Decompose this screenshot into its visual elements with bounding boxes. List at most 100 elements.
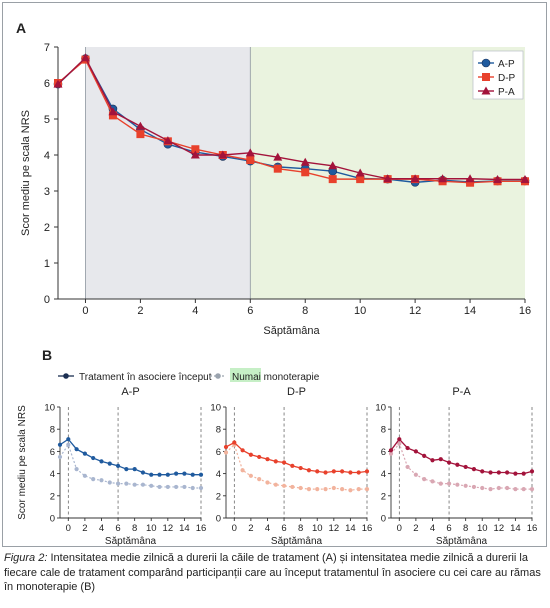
panel-b-chart: B Tratament în asociere început Numai mono… [17, 347, 537, 547]
y-tick-label: 2 [50, 491, 55, 502]
data-point-combination [488, 470, 493, 475]
data-point-p-a [438, 174, 448, 183]
data-point-combination [132, 467, 137, 472]
data-point-p-a [300, 157, 310, 166]
x-tick-label: 8 [463, 523, 468, 534]
data-point-combination [74, 447, 79, 452]
x-tick-label: 10 [477, 523, 488, 534]
data-point-mono [422, 477, 427, 482]
data-point-mono [455, 482, 460, 487]
legend-label-combination: Tratament în asociere început [79, 372, 212, 383]
data-point-mono [323, 487, 328, 492]
y-axis-label: Scor mediu pe scala NRS [20, 110, 32, 236]
x-tick-label: 6 [281, 523, 286, 534]
y-tick-label: 4 [44, 150, 50, 162]
data-point-mono [388, 451, 394, 456]
data-point-mono [157, 484, 162, 490]
legend-marker [481, 86, 491, 95]
data-point-combination [248, 452, 253, 457]
data-point-d-p [273, 164, 282, 173]
data-point-combination [290, 463, 295, 468]
data-point-mono [91, 477, 96, 482]
legend-label-mono-rest: monoterapie [261, 372, 320, 383]
data-point-d-p [301, 168, 310, 177]
x-tick-label: 0 [397, 523, 402, 534]
y-tick-label: 6 [381, 447, 386, 458]
subpanel-title: A-P [121, 386, 139, 398]
data-point-combination [124, 467, 129, 472]
data-point-combination [438, 457, 443, 462]
data-point-combination [364, 469, 370, 474]
legend-label: A-P [498, 59, 515, 70]
data-point-mono [281, 483, 287, 488]
legend-marker [482, 73, 490, 81]
data-point-mono [66, 442, 71, 447]
data-point-combination [182, 471, 187, 476]
data-point-combination [265, 457, 270, 462]
x-tick-label: 8 [302, 305, 308, 317]
data-point-mono [132, 482, 137, 487]
x-tick-label: 4 [192, 305, 198, 317]
data-point-mono [397, 441, 402, 446]
legend-highlight [230, 368, 261, 382]
y-tick-label: 4 [216, 469, 221, 480]
data-point-p-a [135, 121, 145, 130]
data-point-combination [340, 469, 345, 474]
x-tick-label: 16 [519, 305, 531, 317]
data-point-combination [505, 470, 510, 475]
legend-marker-combination [63, 373, 69, 379]
data-point-combination [331, 469, 336, 474]
x-tick-label: 6 [115, 523, 120, 534]
x-tick-label: 14 [510, 523, 521, 534]
x-tick-label: 12 [494, 523, 505, 534]
y-tick-label: 10 [375, 403, 386, 414]
data-point-combination [405, 445, 410, 451]
x-tick-label: 10 [146, 523, 157, 534]
data-point-mono [273, 482, 278, 487]
data-point-mono [223, 450, 229, 455]
data-point-combination [223, 444, 229, 450]
panel-b-label: B [42, 347, 52, 363]
y-tick-label: 0 [50, 514, 55, 525]
y-tick-label: 4 [50, 469, 55, 480]
data-point-combination [281, 460, 287, 465]
data-point-combination [298, 465, 303, 471]
data-point-p-a [245, 148, 255, 157]
x-tick-label: 4 [265, 523, 270, 534]
data-point-mono [306, 487, 312, 492]
data-point-combination [165, 472, 170, 477]
data-point-combination [140, 470, 146, 475]
data-point-mono [529, 487, 535, 492]
y-tick-label: 7 [44, 42, 50, 54]
data-point-mono [290, 484, 295, 490]
series-line-combination [59, 438, 201, 476]
data-point-combination [257, 454, 262, 460]
y-tick-label: 6 [216, 447, 221, 458]
y-tick-label: 0 [381, 514, 386, 525]
caption-label: Figura 2: [4, 552, 48, 564]
x-tick-label: 4 [430, 523, 435, 534]
data-point-combination [315, 469, 320, 474]
data-point-mono [480, 485, 485, 491]
data-point-combination [232, 440, 237, 445]
y-tick-label: 8 [381, 425, 386, 436]
data-point-mono [174, 484, 179, 490]
data-point-d-p [246, 156, 255, 165]
data-point-mono [413, 472, 418, 477]
data-point-p-a [328, 161, 338, 170]
panel-a-label: A [16, 20, 26, 36]
data-point-combination [521, 471, 526, 476]
data-point-combination [463, 464, 468, 470]
data-point-mono [356, 487, 361, 492]
data-point-mono [265, 480, 270, 485]
data-point-combination [174, 471, 179, 476]
legend-marker [481, 58, 491, 68]
data-point-combination [306, 468, 312, 473]
data-point-mono [74, 467, 79, 472]
figure-frame: A 0 1 2 3 4 5 6 7 0 2 4 6 8 10 12 14 16 Săptămâna Scor medi… [2, 2, 547, 547]
data-point-mono [446, 481, 452, 486]
panel-b-y-axis-label: Scor mediu pe scala NRS [17, 405, 28, 520]
data-point-p-a [218, 150, 228, 159]
x-tick-label: 0 [232, 523, 237, 534]
data-point-p-a [465, 174, 475, 183]
